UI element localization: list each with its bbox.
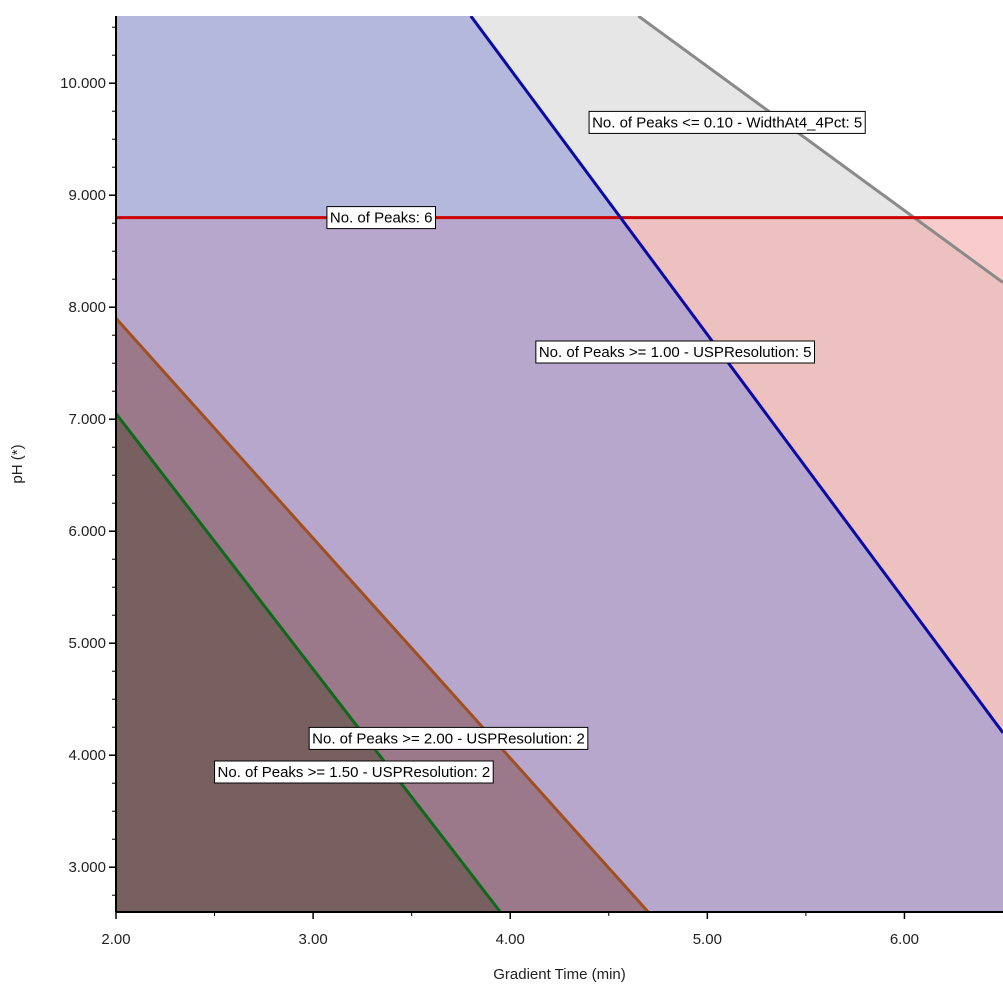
boundary-lines [116, 16, 1003, 912]
y-axis-label: pH (*) [9, 444, 26, 483]
x-tick-label: 4.00 [496, 931, 525, 948]
annotation-label-5: No. of Peaks >= 1.50 - USPResolution: 2 [214, 760, 494, 784]
annotation-text: No. of Peaks >= 1.50 - USPResolution: 2 [218, 764, 491, 781]
annotation-label-2: No. of Peaks: 6 [326, 206, 436, 230]
annotation-box [308, 726, 589, 750]
annotation-box [535, 340, 816, 364]
annotation-box [214, 760, 494, 784]
annotation-text: No. of Peaks: 6 [330, 210, 433, 227]
annotation-box [588, 110, 866, 134]
boundary-line-4 [116, 317, 650, 912]
x-tick-label: 2.00 [101, 931, 130, 948]
y-tick-label: 4.000 [68, 747, 106, 764]
annotation-text: No. of Peaks >= 2.00 - USPResolution: 2 [312, 730, 585, 747]
boundary-line-5 [116, 412, 502, 912]
y-tick-label: 6.000 [68, 523, 106, 540]
boundary-line-3 [469, 16, 1003, 734]
y-tick-label: 9.000 [68, 187, 106, 204]
boundary-line-1 [637, 16, 1003, 284]
annotation-text: No. of Peaks >= 1.00 - USPResolution: 5 [539, 344, 812, 361]
x-axis-label: Gradient Time (min) [493, 966, 626, 983]
annotation-label-4: No. of Peaks >= 2.00 - USPResolution: 2 [308, 726, 589, 750]
y-tick-label: 7.000 [68, 411, 106, 428]
annotation-text: No. of Peaks <= 0.10 - WidthAt4_4Pct: 5 [592, 114, 862, 131]
x-tick-label: 3.00 [299, 931, 328, 948]
annotation-box [326, 206, 436, 230]
axes: 2.00 3.00 4.00 5.00 6.00 3.000 4.000 5.000 6.000… [60, 16, 1003, 948]
y-tick-label: 3.000 [68, 859, 106, 876]
y-tick-label: 8.000 [68, 299, 106, 316]
y-tick-label: 10.000 [60, 75, 106, 92]
annotation-label-3: No. of Peaks >= 1.00 - USPResolution: 5 [535, 340, 816, 364]
x-tick-label: 5.00 [693, 931, 722, 948]
x-tick-label: 6.00 [890, 931, 919, 948]
y-tick-label: 5.000 [68, 635, 106, 652]
annotation-label-1: No. of Peaks <= 0.10 - WidthAt4_4Pct: 5 [588, 110, 866, 134]
annotations: No. of Peaks <= 0.10 - WidthAt4_4Pct: 5 N… [214, 110, 866, 784]
